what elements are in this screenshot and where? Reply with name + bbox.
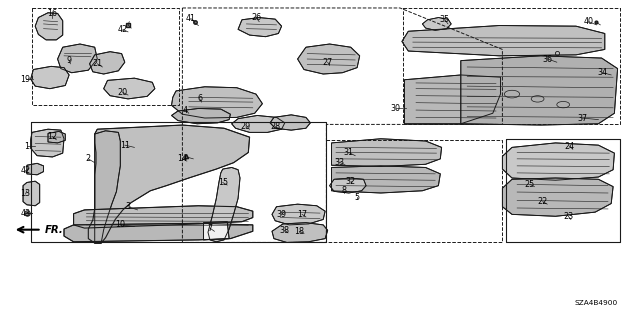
Text: 22: 22	[538, 197, 548, 206]
Text: 25: 25	[525, 180, 535, 189]
Polygon shape	[48, 131, 65, 143]
Polygon shape	[172, 108, 230, 124]
Text: 3: 3	[125, 202, 131, 211]
Text: 7: 7	[207, 224, 212, 233]
Text: 31: 31	[344, 148, 354, 157]
Polygon shape	[104, 78, 155, 99]
Polygon shape	[502, 178, 613, 216]
Polygon shape	[204, 222, 229, 240]
Text: 10: 10	[115, 220, 125, 229]
Text: 40: 40	[584, 17, 594, 26]
Polygon shape	[298, 44, 360, 74]
Text: 34: 34	[598, 68, 608, 77]
Polygon shape	[502, 143, 614, 180]
Text: 21: 21	[92, 59, 102, 68]
Text: 33: 33	[334, 158, 344, 167]
Text: 2: 2	[86, 154, 91, 163]
Polygon shape	[332, 139, 442, 167]
Text: 42: 42	[20, 166, 31, 175]
Text: 18: 18	[294, 227, 305, 236]
Polygon shape	[90, 52, 125, 74]
Polygon shape	[95, 131, 120, 243]
Polygon shape	[64, 223, 253, 242]
Polygon shape	[172, 87, 262, 118]
Text: 13: 13	[20, 189, 31, 198]
Text: 41: 41	[186, 14, 196, 23]
Text: 6: 6	[197, 94, 202, 103]
Polygon shape	[27, 163, 44, 175]
Polygon shape	[238, 18, 282, 37]
Text: 19: 19	[20, 75, 31, 84]
Polygon shape	[88, 125, 250, 243]
Polygon shape	[404, 75, 500, 124]
Polygon shape	[74, 206, 253, 228]
Text: 16: 16	[47, 9, 58, 18]
Polygon shape	[402, 26, 605, 56]
Text: 39: 39	[276, 210, 287, 219]
Polygon shape	[270, 115, 310, 130]
Text: 1: 1	[24, 142, 29, 151]
Text: 12: 12	[47, 132, 58, 141]
Text: 43: 43	[20, 209, 31, 218]
Text: 27: 27	[323, 58, 333, 67]
Polygon shape	[330, 178, 366, 193]
Text: 35: 35	[440, 15, 450, 24]
Text: 42: 42	[118, 25, 128, 34]
Text: 30: 30	[390, 104, 401, 113]
Text: 23: 23	[563, 212, 573, 221]
Text: 14: 14	[177, 154, 188, 163]
Polygon shape	[23, 181, 40, 206]
Text: SZA4B4900: SZA4B4900	[574, 300, 618, 306]
Text: 29: 29	[241, 122, 251, 131]
Text: 5: 5	[355, 193, 360, 202]
Polygon shape	[31, 129, 64, 157]
Polygon shape	[422, 18, 451, 30]
Text: 9: 9	[67, 56, 72, 65]
Polygon shape	[332, 166, 440, 193]
Text: 28: 28	[270, 122, 280, 131]
Polygon shape	[272, 223, 328, 242]
Polygon shape	[58, 44, 97, 73]
Text: 8: 8	[342, 186, 347, 195]
Polygon shape	[31, 66, 69, 89]
Text: 36: 36	[543, 55, 553, 63]
Text: FR.: FR.	[45, 225, 63, 235]
Polygon shape	[35, 13, 63, 40]
Polygon shape	[208, 167, 240, 242]
Text: 37: 37	[577, 114, 588, 122]
Text: 20: 20	[118, 88, 128, 97]
Text: 4: 4	[183, 106, 188, 115]
Polygon shape	[232, 115, 285, 132]
Text: 32: 32	[346, 177, 356, 186]
Text: 26: 26	[251, 13, 261, 22]
Text: 24: 24	[564, 142, 575, 151]
Polygon shape	[461, 56, 618, 125]
Text: 15: 15	[218, 178, 228, 187]
Polygon shape	[272, 204, 325, 225]
Text: 11: 11	[120, 141, 130, 150]
Text: 17: 17	[297, 210, 307, 219]
Text: 38: 38	[280, 226, 290, 235]
